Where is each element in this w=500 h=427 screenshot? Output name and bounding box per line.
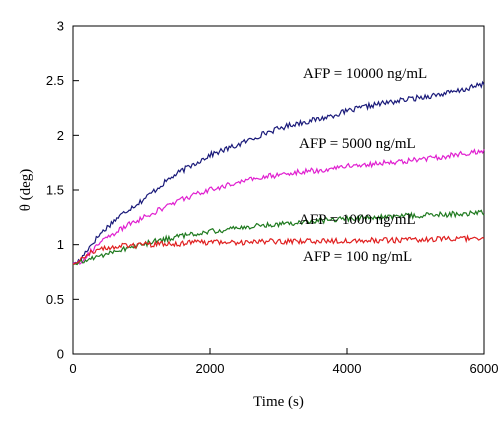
x-tick-label: 4000 [333,361,362,376]
y-tick-label: 3 [57,19,64,34]
y-tick-label: 1 [57,237,64,252]
x-axis-title: Time (s) [253,394,304,410]
series-label: AFP = 10000 ng/mL [303,66,427,82]
series-label: AFP = 5000 ng/mL [299,136,416,152]
axes: 0 2000 4000 6000 0 0.5 1 1.5 2 2.5 3 [46,19,499,377]
y-tick-label: 1.5 [46,183,64,198]
y-tick-label: 2 [57,128,64,143]
series-line-1 [72,148,485,266]
x-tick-label: 6000 [470,361,499,376]
x-tick-label: 2000 [196,361,225,376]
series-label: AFP = 1000 ng/mL [299,212,416,228]
y-tick-label: 2.5 [46,73,64,88]
x-tick-label: 0 [69,361,76,376]
y-axis-title: θ (deg) [18,169,34,212]
series-layer [72,80,485,266]
series-label: AFP = 100 ng/mL [303,249,412,265]
series-line-0 [72,80,485,265]
series-line-2 [72,209,485,266]
series-labels: AFP = 10000 ng/mL AFP = 5000 ng/mL AFP = 1… [299,66,427,265]
y-tick-label: 0 [57,347,64,362]
series-line-3 [72,234,485,265]
y-tick-label: 0.5 [46,292,64,307]
